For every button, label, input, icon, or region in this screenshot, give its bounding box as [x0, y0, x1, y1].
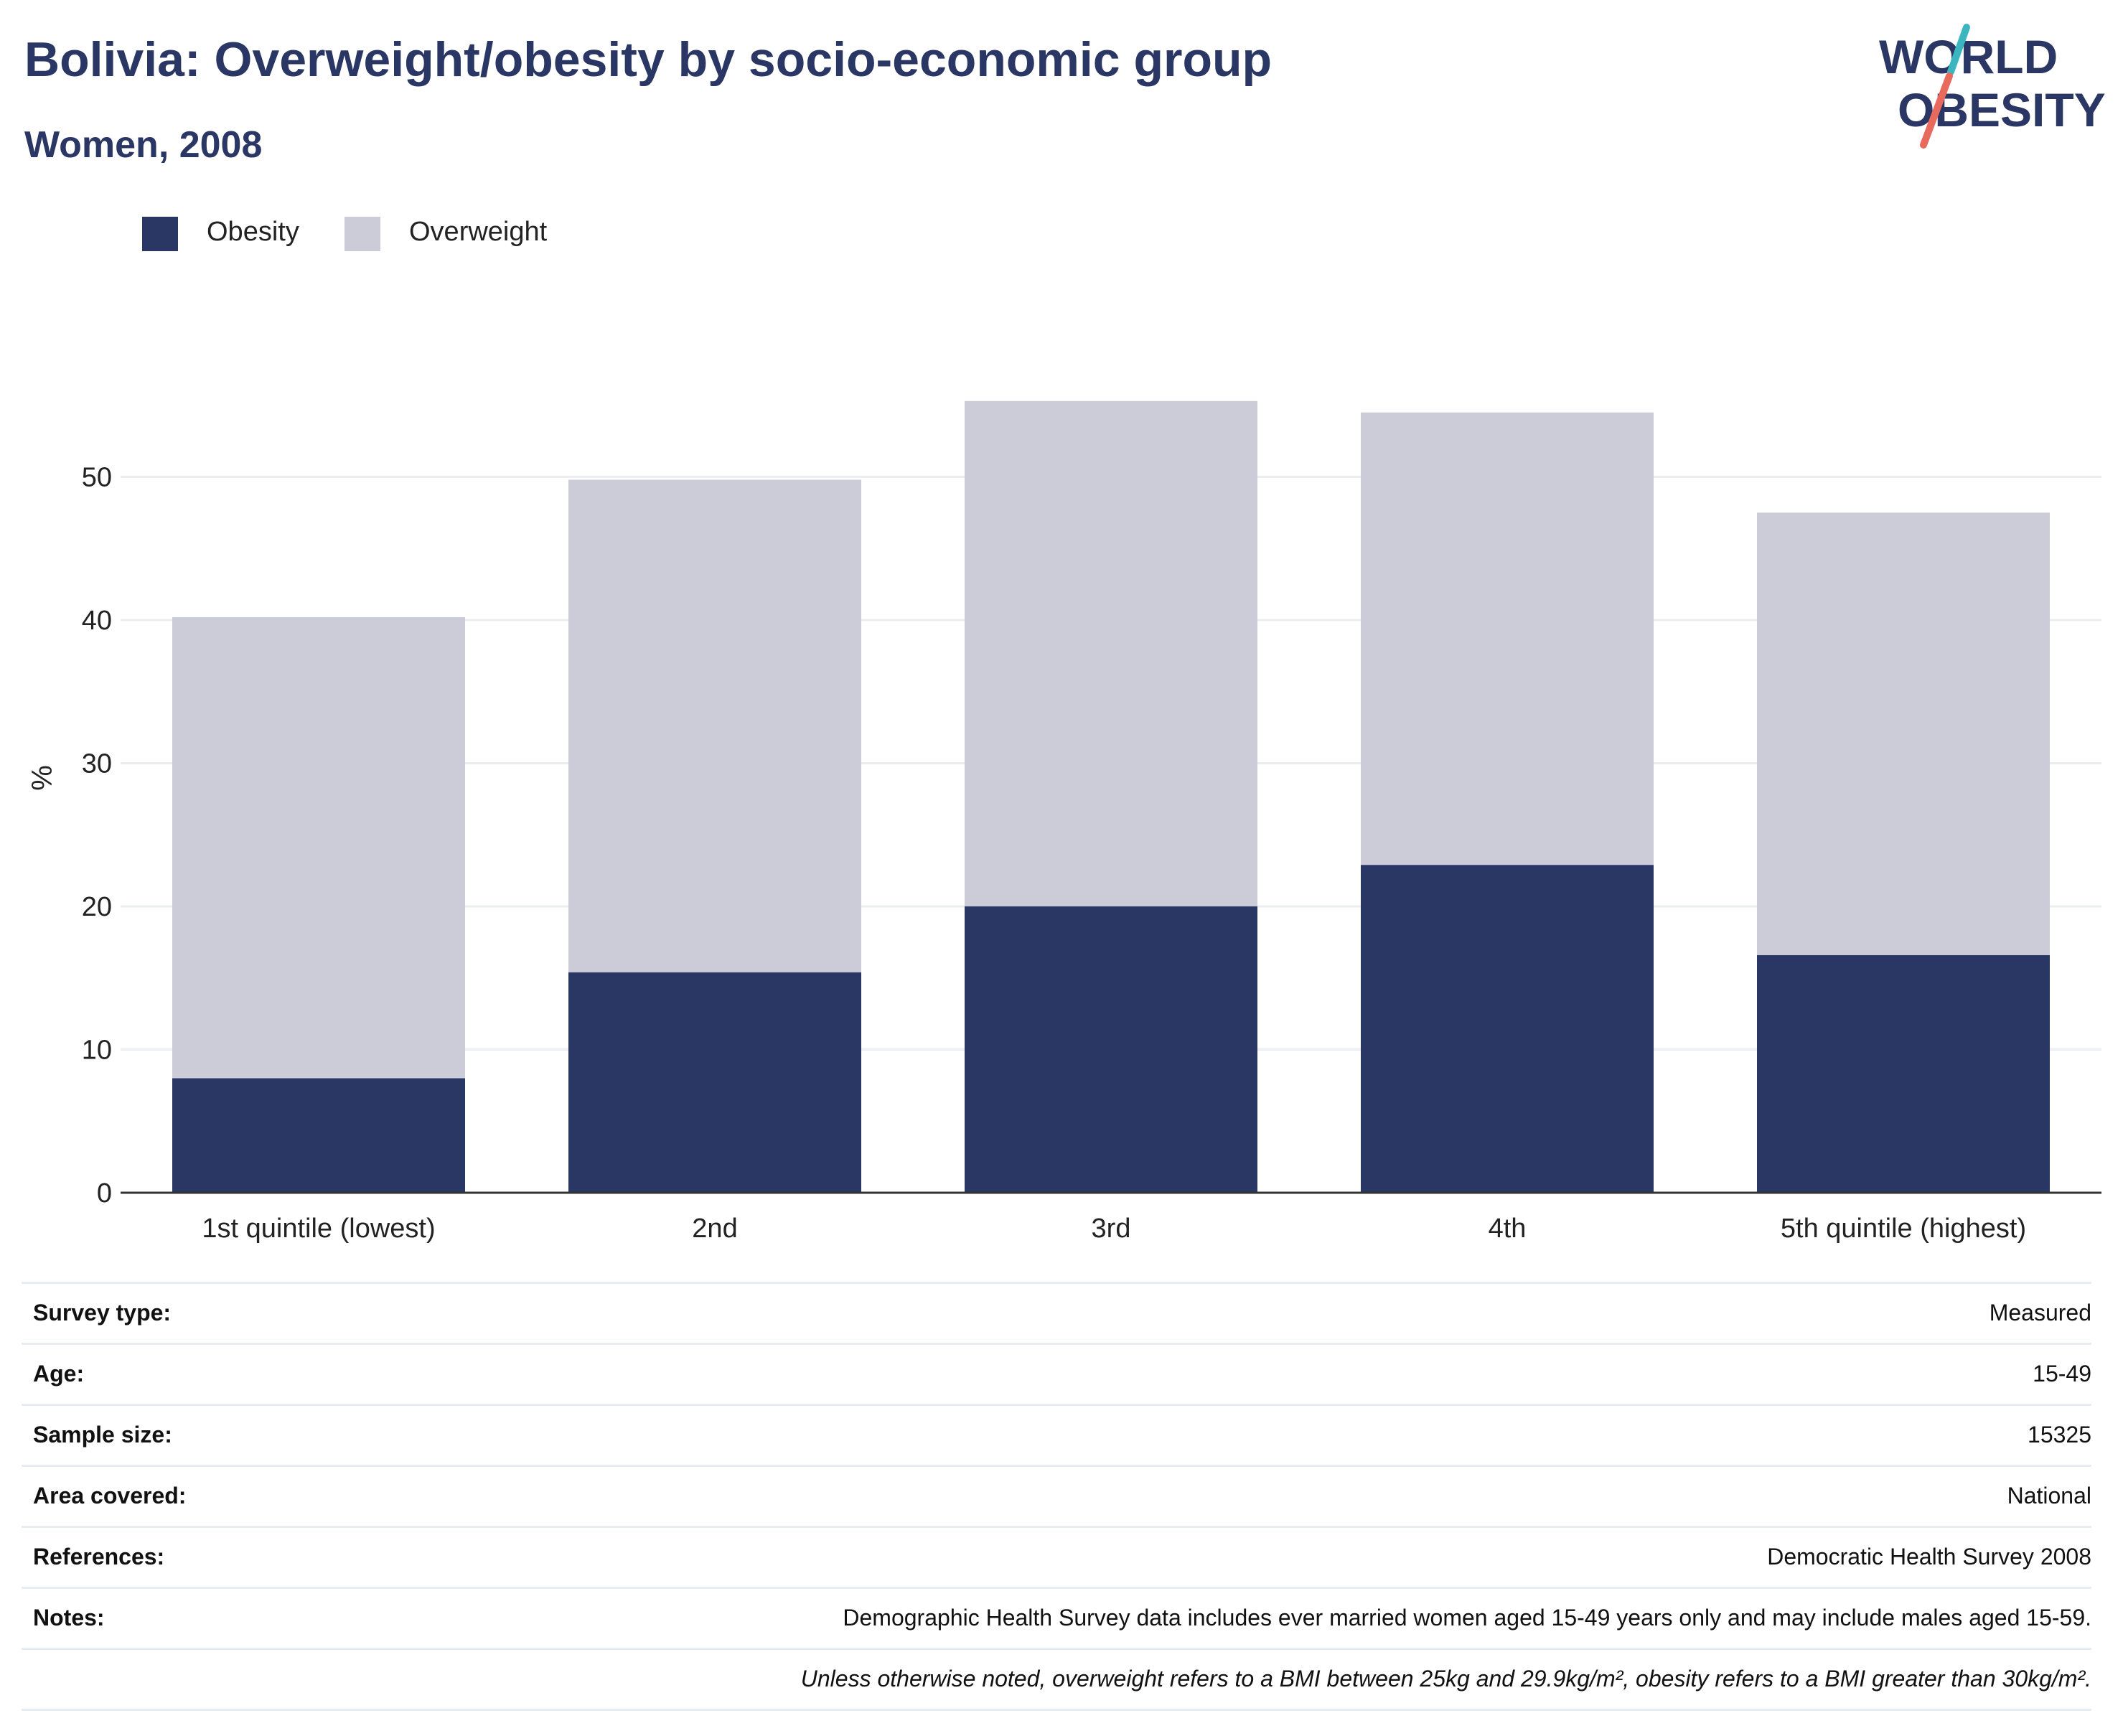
info-value: National — [2007, 1483, 2091, 1509]
x-tick-label: 2nd — [692, 1214, 737, 1244]
info-row-references: References: Democratic Health Survey 200… — [22, 1526, 2091, 1587]
survey-info-table: Survey type: Measured Age: 15-49 Sample … — [22, 1282, 2091, 1711]
y-tick-label: 50 — [82, 463, 112, 493]
info-value: Demographic Health Survey data includes … — [843, 1605, 2091, 1631]
x-tick-label: 1st quintile (lowest) — [202, 1214, 435, 1244]
y-tick-label: 20 — [82, 892, 112, 922]
chart-title: Bolivia: Overweight/obesity by socio-eco… — [24, 32, 1273, 87]
logo-slash-teal — [1947, 24, 1970, 75]
info-label: Age: — [33, 1361, 85, 1387]
info-label: Area covered: — [33, 1483, 187, 1509]
info-label: Survey type: — [33, 1300, 172, 1326]
x-tick-label: 3rd — [1092, 1214, 1131, 1244]
bar-obesity-5 — [1757, 954, 2050, 1193]
bar-obesity-2 — [568, 972, 861, 1193]
bar-obesity-4 — [1361, 865, 1654, 1193]
info-row-area-covered: Area covered: National — [22, 1465, 2091, 1526]
y-tick-label: 10 — [82, 1036, 112, 1066]
info-label: Sample size: — [33, 1422, 172, 1448]
bar-overweight-4 — [1361, 412, 1654, 865]
info-value: Measured — [1989, 1300, 2091, 1326]
info-value: 15325 — [2028, 1422, 2091, 1448]
bar-obesity-1 — [172, 1078, 465, 1193]
info-note: Unless otherwise noted, overweight refer… — [800, 1666, 2091, 1692]
legend-label-obesity: Obesity — [207, 217, 299, 247]
info-row-definition-note: Unless otherwise noted, overweight refer… — [22, 1648, 2091, 1711]
bar-obesity-3 — [965, 906, 1257, 1193]
logo-line1: WORLD — [1879, 30, 2058, 83]
info-value: 15-49 — [2033, 1361, 2091, 1387]
info-value: Democratic Health Survey 2008 — [1767, 1544, 2091, 1570]
y-tick-label: 40 — [82, 606, 112, 636]
y-tick-label: 0 — [97, 1178, 112, 1209]
bar-overweight-2 — [568, 479, 861, 972]
x-tick-label: 4th — [1489, 1214, 1527, 1244]
logo-slash-coral — [1920, 72, 1953, 149]
info-label: References: — [33, 1544, 165, 1570]
bar-overweight-3 — [965, 400, 1257, 906]
bar-overweight-1 — [172, 617, 465, 1079]
legend-label-overweight: Overweight — [409, 217, 548, 247]
world-obesity-logo: WORLD OBESITY — [1879, 24, 2106, 149]
bar-chart: 0 10 20 30 40 50% 1st quintile (lowest) 2nd 3rd 4… — [27, 400, 2101, 1244]
legend-swatch-overweight — [345, 217, 380, 251]
info-row-survey-type: Survey type: Measured — [22, 1282, 2091, 1343]
info-row-notes: Notes: Demographic Health Survey data in… — [22, 1587, 2091, 1648]
info-label: Notes: — [33, 1605, 105, 1631]
y-tick-label: 30 — [82, 749, 112, 779]
bar-overweight-5 — [1757, 512, 2050, 955]
info-row-sample-size: Sample size: 15325 — [22, 1404, 2091, 1465]
legend-swatch-obesity — [142, 217, 178, 251]
info-row-age: Age: 15-49 — [22, 1343, 2091, 1404]
y-axis-title: % — [27, 765, 58, 791]
chart-subtitle: Women, 2008 — [24, 124, 263, 166]
x-tick-label: 5th quintile (highest) — [1781, 1214, 2026, 1244]
